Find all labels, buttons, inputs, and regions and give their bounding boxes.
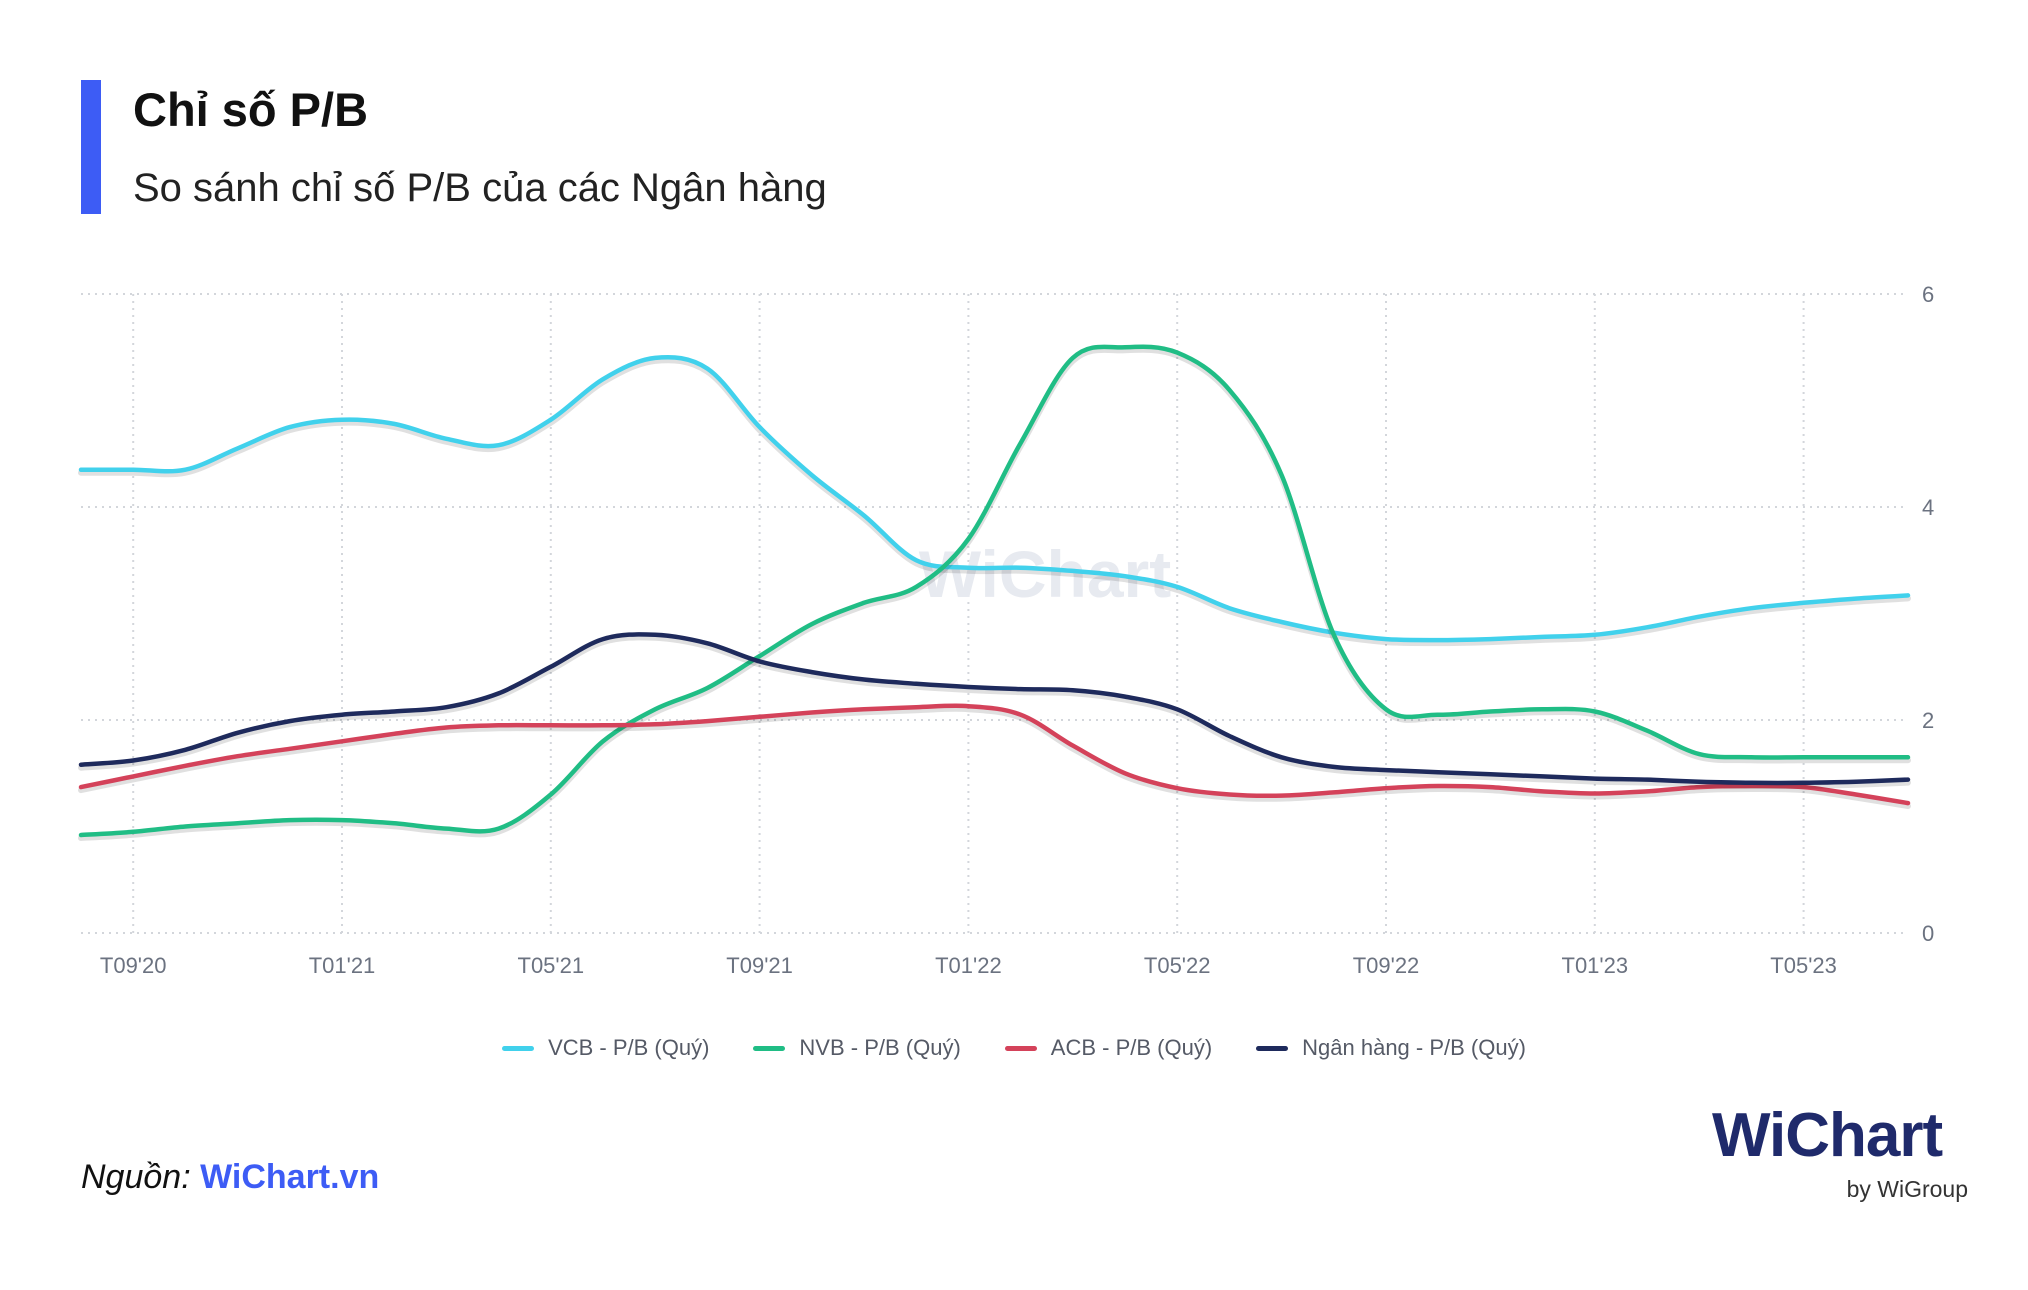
series-line-shadow [78, 634, 1911, 789]
legend-label: NVB - P/B (Quý) [799, 1035, 961, 1060]
series-line-4 [78, 632, 1911, 786]
x-tick-label: T09'20 [100, 953, 167, 978]
series-line-2 [78, 344, 1911, 838]
y-tick-label: 2 [1922, 708, 1934, 733]
legend-label: Ngân hàng - P/B (Quý) [1302, 1035, 1526, 1060]
x-tick-label: T01'22 [935, 953, 1002, 978]
title-accent-bar [81, 80, 101, 214]
legend-swatch [502, 1045, 535, 1051]
brand-subtitle: by WiGroup [1846, 1176, 1968, 1202]
legend-item[interactable]: Ngân hàng - P/B (Quý) [1256, 1035, 1526, 1061]
legend-item[interactable]: ACB - P/B (Quý) [1004, 1035, 1213, 1061]
legend-swatch [753, 1045, 786, 1051]
wichart-logo: WiChart by WiGroup [1712, 1100, 1968, 1210]
y-tick-label: 6 [1922, 282, 1934, 307]
x-tick-label: T09'22 [1353, 953, 1420, 978]
page-subtitle: So sánh chỉ số P/B của các Ngân hàng [133, 166, 827, 210]
y-tick-label: 4 [1922, 495, 1934, 520]
x-tick-label: T09'21 [726, 953, 793, 978]
legend-item[interactable]: NVB - P/B (Quý) [753, 1035, 961, 1061]
legend-swatch [1004, 1045, 1037, 1051]
pb-line-chart: 0 2 4 6 T09'20 T01'21 T05'21 T09'21 T01'22 T05'22… [78, 282, 1934, 978]
x-tick-label: T05'23 [1770, 953, 1837, 978]
x-tick-label: T05'22 [1144, 953, 1211, 978]
x-tick-label: T01'23 [1562, 953, 1629, 978]
x-tick-label: T05'21 [518, 953, 585, 978]
source-credit: Nguồn: WiChart.vn [81, 1158, 379, 1197]
legend-label: ACB - P/B (Quý) [1050, 1035, 1213, 1060]
page-title: Chỉ số P/B [133, 83, 369, 136]
x-tick-label: T01'21 [309, 953, 376, 978]
legend-swatch [1256, 1045, 1289, 1051]
legend-item[interactable]: VCB - P/B (Quý) [502, 1035, 709, 1061]
y-tick-label: 0 [1922, 921, 1934, 946]
series-line-1 [78, 354, 1911, 643]
series-line-3 [78, 703, 1911, 806]
series-line-shadow [78, 705, 1911, 810]
source-link[interactable]: WiChart.vn [200, 1158, 380, 1196]
brand-name: WiChart [1712, 1101, 1943, 1170]
legend-label: VCB - P/B (Quý) [548, 1035, 710, 1060]
source-label: Nguồn: [81, 1158, 201, 1196]
chart-legend: VCB - P/B (Quý) NVB - P/B (Quý) ACB - P/B … [0, 1035, 2028, 1061]
series-line-shadow [78, 357, 1911, 647]
